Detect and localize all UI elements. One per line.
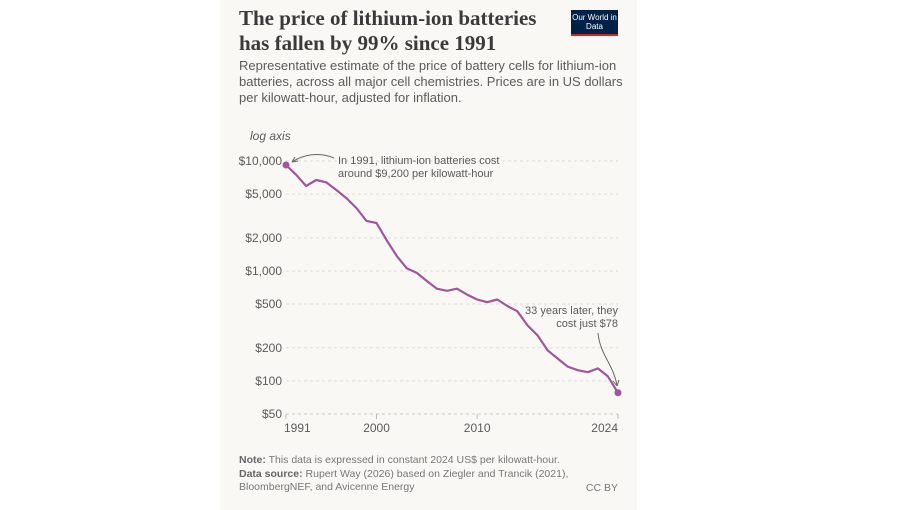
x-tick-label: 2000: [363, 421, 390, 435]
line-chart: log axis $50 $100 $200 $500 $1,000 $2,000 $5,00…: [239, 129, 622, 435]
y-tick-label: $100: [255, 374, 282, 388]
license-link[interactable]: CC BY: [585, 482, 618, 494]
y-tick-label: $1,000: [245, 264, 282, 278]
y-tick-label: $50: [262, 407, 282, 421]
x-tick-label: 2010: [464, 421, 491, 435]
annotation-1991-line1: In 1991, lithium-ion batteries cost: [338, 155, 499, 167]
price-line: [285, 164, 619, 394]
source-label: Data source:: [239, 467, 303, 480]
annotation-2024-line1: 33 years later, they: [525, 305, 618, 317]
y-tick-label: $2,000: [245, 231, 282, 245]
source-text: Rupert Way (2026) based on Ziegler and T…: [239, 467, 569, 494]
source: Data source: Rupert Way (2026) based on …: [239, 468, 569, 495]
y-tick-label: $10,000: [239, 154, 283, 168]
note-text: This data is expressed in constant 2024 …: [268, 454, 560, 466]
chart-subtitle: Representative estimate of the price of …: [239, 58, 623, 105]
data-point: [282, 161, 290, 169]
note: Note: This data is expressed in constant…: [239, 454, 629, 468]
chart-card: The price of lithium-ion batteries has f…: [220, 0, 637, 510]
data-point: [614, 389, 622, 397]
y-axis-label: log axis: [250, 129, 291, 143]
annotation-1991-line2: around $9,200 per kilowatt-hour: [338, 168, 494, 180]
annotation-2024-line2: cost just $78: [556, 318, 618, 330]
note-label: Note:: [239, 454, 266, 466]
arrow-head-icon: [612, 379, 620, 387]
chart-title: The price of lithium-ion batteries has f…: [239, 6, 537, 55]
chart-footer: Note: This data is expressed in constant…: [239, 454, 629, 495]
owid-logo[interactable]: Our World in Data: [571, 10, 618, 36]
arrow-head-icon: [291, 156, 299, 163]
x-tick-label: 2024: [591, 421, 618, 435]
x-tick-label: 1991: [284, 421, 311, 435]
y-tick-label: $5,000: [245, 187, 282, 201]
annotation-arrow-1991: [291, 154, 335, 163]
y-tick-label: $500: [255, 297, 282, 311]
chart-header: The price of lithium-ion batteries has f…: [239, 6, 637, 106]
annotation-arrow-2024: [597, 332, 618, 387]
y-tick-label: $200: [255, 341, 282, 355]
